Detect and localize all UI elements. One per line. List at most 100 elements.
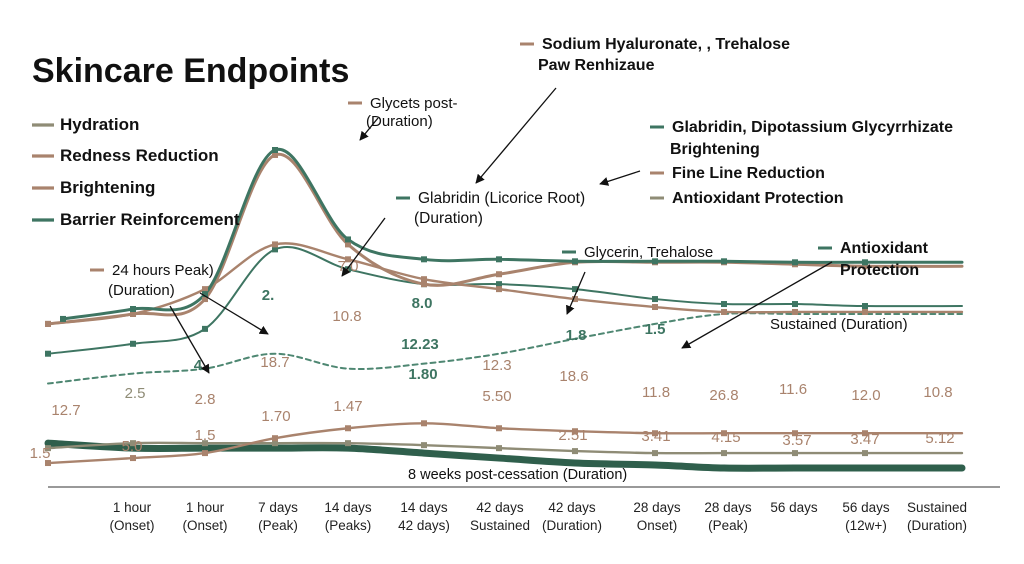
series-point <box>421 420 427 427</box>
series-point <box>572 296 578 303</box>
series-point <box>652 450 658 457</box>
series-point <box>652 304 658 311</box>
annotation: Antioxidant Protection <box>650 190 844 207</box>
series-point <box>421 256 427 263</box>
series-point <box>272 151 278 158</box>
data-label: 2.5 <box>125 385 146 402</box>
series-point <box>272 241 278 248</box>
legend-item: Hydration <box>32 115 139 134</box>
annotations: Glycets post-(Duration)Sodium Hyaluronat… <box>90 36 953 483</box>
series-point <box>421 442 427 449</box>
series-point <box>45 460 51 467</box>
series-point <box>792 450 798 457</box>
x-tick-label: 1 hour (Onset) <box>182 500 227 533</box>
annotation-arrow <box>199 292 269 335</box>
series-point <box>572 286 578 293</box>
annotation-text: 8 weeks post-cessation (Duration) <box>408 467 627 483</box>
data-label: 12.3 <box>482 357 511 374</box>
data-label: 3.41 <box>641 428 670 445</box>
series-point <box>272 440 278 447</box>
annotation-text: Protection <box>840 262 919 279</box>
series-point <box>345 425 351 432</box>
annotation-text: (Duration) <box>414 210 483 227</box>
series-point <box>792 301 798 308</box>
data-label: 4.15 <box>711 429 740 446</box>
data-label: 1.47 <box>333 398 362 415</box>
series-point <box>496 286 502 293</box>
data-label: 12.23 <box>401 336 439 353</box>
series-point <box>792 308 798 315</box>
x-tick-label: 42 days Sustained <box>470 500 530 533</box>
x-tick-label: 42 days (Duration) <box>542 500 602 533</box>
series-point <box>130 310 136 317</box>
series-point <box>862 450 868 457</box>
x-tick-label: 56 days (12w+) <box>842 500 890 533</box>
data-label: 2.51 <box>558 427 587 444</box>
series-point <box>345 236 351 243</box>
annotation-text: Sodium Hyaluronate, , Trehalose <box>542 36 790 53</box>
series-point <box>130 440 136 447</box>
data-label: 3.47 <box>850 431 879 448</box>
series-point <box>45 320 51 327</box>
data-label: 2.8 <box>195 391 216 408</box>
series-point <box>496 281 502 288</box>
series-point <box>496 425 502 432</box>
annotation-arrow <box>566 271 586 315</box>
x-tick-label: 14 days 42 days) <box>398 500 450 533</box>
series-point <box>421 281 427 288</box>
series-point <box>862 303 868 310</box>
legend-label: Redness Reduction <box>60 146 219 165</box>
data-label: 7.0 <box>338 258 359 275</box>
series-point <box>572 258 578 265</box>
series-point <box>60 315 66 322</box>
data-label: 18.7 <box>260 354 289 371</box>
annotation-text: (Duration) <box>366 113 433 130</box>
x-tick-label: 14 days (Peaks) <box>324 500 372 533</box>
series-point <box>272 246 278 253</box>
series-point <box>652 258 658 265</box>
series-point <box>721 430 727 437</box>
data-label: 5.12 <box>925 430 954 447</box>
data-label: 5.50 <box>482 388 511 405</box>
data-label: 3.57 <box>782 432 811 449</box>
legend-item: Barrier Reinforcement <box>32 210 240 229</box>
x-tick-labels: 1 hour (Onset) 1 hour (Onset) 7 days (Peak) 14… <box>109 500 967 533</box>
data-label: 10.8 <box>332 308 361 325</box>
annotation: Sodium Hyaluronate, , Trehalose Paw Renhi… <box>520 36 790 74</box>
annotation: Glabridin, Dipotassium Glycyrrhizate Brig… <box>650 119 953 158</box>
series-point <box>45 350 51 357</box>
annotation-arrows <box>169 87 833 374</box>
annotation: Fine Line Reduction <box>650 165 825 182</box>
series-point <box>202 286 208 293</box>
series-point <box>345 256 351 263</box>
series-point <box>202 325 208 332</box>
annotation: Sustained (Duration) <box>770 316 908 333</box>
legend-label: Barrier Reinforcement <box>60 210 240 229</box>
annotation-text: (Duration) <box>108 282 175 299</box>
series-line <box>44 439 966 472</box>
legend-label: Hydration <box>60 115 139 134</box>
annotation-text: Antioxidant Protection <box>672 190 844 207</box>
annotation-arrow <box>341 217 386 277</box>
annotation: Antioxidant Protection <box>818 240 929 279</box>
annotation-arrow <box>599 170 641 186</box>
annotation-text: Sustained (Duration) <box>770 316 908 333</box>
series-point <box>652 296 658 303</box>
series-point <box>202 291 208 298</box>
series-point <box>45 445 51 452</box>
data-label: 1.5 <box>195 427 216 444</box>
data-label: 11.6 <box>779 381 807 398</box>
data-label: 5.0 <box>122 438 143 455</box>
series-point <box>721 308 727 315</box>
data-label: 12.7 <box>51 402 80 419</box>
data-label: 1.80 <box>408 366 437 383</box>
x-tick-label: Sustained (Duration) <box>907 500 967 533</box>
series-point <box>272 147 278 153</box>
series-point <box>721 450 727 457</box>
annotation-arrow <box>169 305 210 374</box>
annotation-text: Glycets post- <box>370 95 458 112</box>
annotation-text: Brightening <box>670 141 760 158</box>
data-label: 18.6 <box>559 368 588 385</box>
data-label: 12.0 <box>851 387 880 404</box>
series-point <box>792 430 798 437</box>
